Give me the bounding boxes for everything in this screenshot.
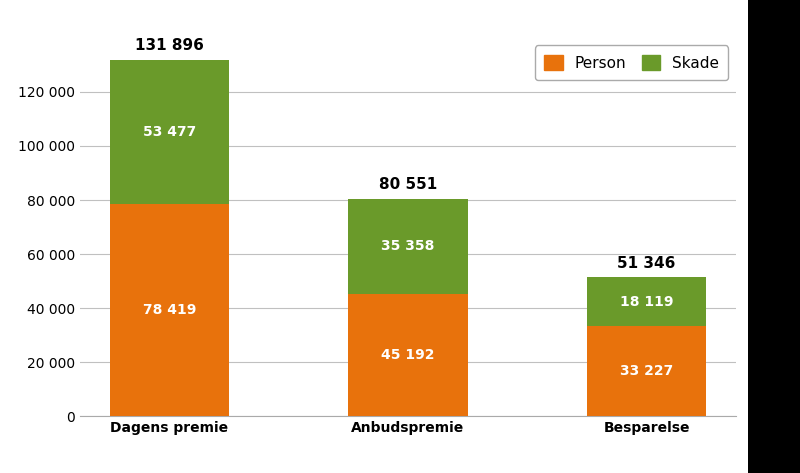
Text: 51 346: 51 346 — [618, 256, 676, 271]
Text: 53 477: 53 477 — [143, 125, 196, 139]
Text: 45 192: 45 192 — [382, 348, 434, 362]
Text: 80 551: 80 551 — [379, 177, 437, 192]
Bar — [348, 294, 468, 416]
Bar — [348, 199, 468, 294]
Bar — [110, 204, 229, 416]
Bar — [587, 326, 706, 416]
Text: 78 419: 78 419 — [142, 303, 196, 317]
Bar — [587, 278, 706, 326]
Text: 131 896: 131 896 — [135, 38, 204, 53]
Legend: Person, Skade: Person, Skade — [535, 45, 728, 80]
Text: 33 227: 33 227 — [620, 364, 673, 378]
Text: 18 119: 18 119 — [620, 295, 674, 309]
Bar — [110, 60, 229, 204]
Text: 35 358: 35 358 — [382, 239, 434, 254]
